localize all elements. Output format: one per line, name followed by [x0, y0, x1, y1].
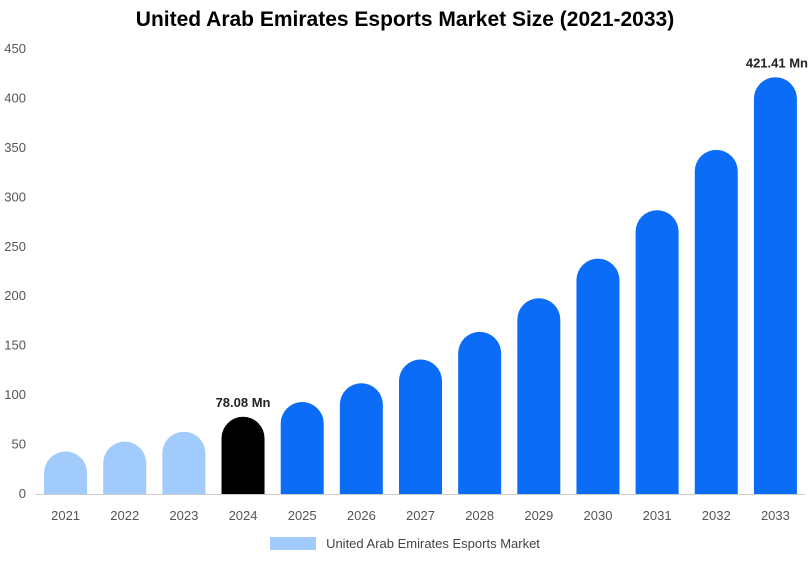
x-tick-label: 2024	[229, 508, 258, 523]
data-label: 78.08 Mn	[216, 395, 271, 410]
legend-swatch	[270, 537, 317, 550]
bar-2032	[694, 149, 738, 494]
y-tick-label: 250	[4, 239, 26, 254]
y-tick-label: 0	[19, 486, 26, 501]
bar-2033	[753, 77, 797, 494]
bar-2022	[103, 441, 147, 494]
x-tick-label: 2023	[169, 508, 198, 523]
y-tick-label: 400	[4, 90, 26, 105]
x-tick-label: 2033	[761, 508, 790, 523]
bar-series	[44, 77, 797, 494]
legend-label: United Arab Emirates Esports Market	[326, 536, 540, 551]
x-tick-label: 2028	[465, 508, 494, 523]
data-labels: 78.08 Mn 421.41 Mn	[216, 55, 808, 410]
y-tick-label: 150	[4, 338, 26, 353]
bar-2030	[576, 258, 620, 494]
bar-2027	[399, 359, 442, 494]
y-tick-label: 200	[4, 288, 26, 303]
chart-title: United Arab Emirates Esports Market Size…	[135, 8, 675, 31]
x-tick-label: 2025	[288, 508, 317, 523]
x-tick-label: 2022	[110, 508, 139, 523]
data-label: 421.41 Mn	[746, 55, 808, 70]
x-tick-label: 2030	[584, 508, 613, 523]
bar-2029	[517, 298, 561, 494]
bar-2021	[44, 451, 88, 494]
bar-2023	[162, 431, 206, 494]
legend: United Arab Emirates Esports Market	[0, 536, 810, 551]
bar-2028	[458, 331, 502, 494]
x-tick-label: 2032	[702, 508, 731, 523]
x-axis: 2021 2022 2023 2024 2025 2026 2027 2028 2029 2030…	[36, 494, 805, 523]
x-tick-label: 2027	[406, 508, 435, 523]
y-tick-label: 450	[4, 41, 26, 56]
y-tick-label: 100	[4, 387, 26, 402]
x-tick-label: 2029	[524, 508, 553, 523]
bar-2025	[280, 402, 324, 494]
bar-2031	[635, 210, 679, 494]
y-tick-label: 50	[12, 437, 26, 452]
bar-2024	[221, 416, 265, 494]
y-axis: 0 50 100 150 200 250 300 350 400 450	[4, 41, 26, 501]
x-tick-label: 2021	[51, 508, 80, 523]
y-tick-label: 300	[4, 189, 26, 204]
bar-2026	[339, 383, 383, 494]
x-tick-label: 2031	[643, 508, 672, 523]
y-tick-label: 350	[4, 140, 26, 155]
x-tick-label: 2026	[347, 508, 376, 523]
